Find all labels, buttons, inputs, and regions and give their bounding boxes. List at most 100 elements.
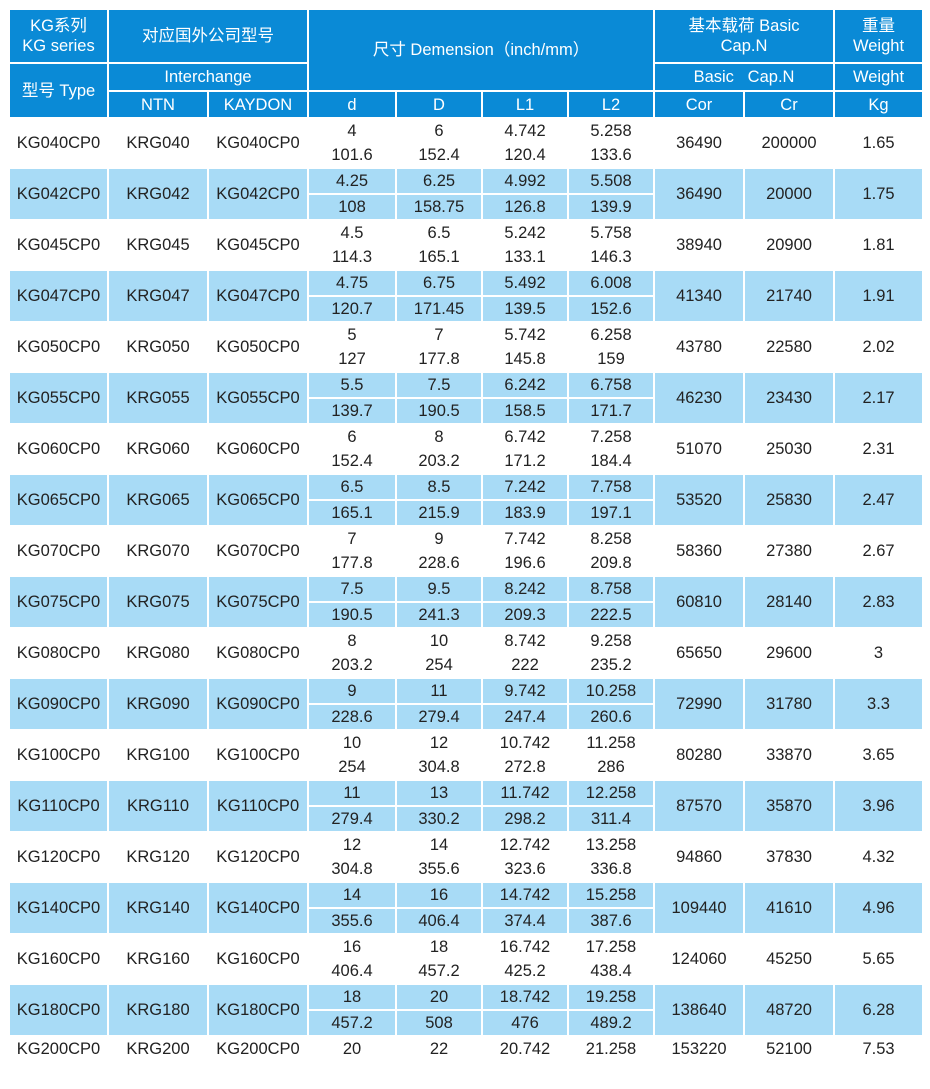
l2-mm-cell: 222.5 xyxy=(566,601,656,629)
table-header: KG系列 KG series 对应国外公司型号 尺寸 Demension（inch… xyxy=(8,8,925,119)
l2-inch-cell: 6.008 xyxy=(566,269,656,297)
table-row: KG075CP0 KRG075 KG075CP0 7.5 9.5 8.242 8.758 60… xyxy=(8,575,925,629)
header-cr: Cr xyxy=(743,90,836,119)
type-cell: KG075CP0 xyxy=(8,575,109,629)
l2-mm-cell: 171.7 xyxy=(566,397,656,425)
table-row-mm: 355.6 406.4 374.4 387.6 xyxy=(9,907,923,935)
l2-inch-cell: 5.508 xyxy=(566,167,656,195)
l1-inch-cell: 14.742 xyxy=(481,881,569,909)
d-inch-cell: 12 xyxy=(429,733,449,752)
cor-cell: 153220 xyxy=(671,1039,727,1058)
l2-mm-cell: 235.2 xyxy=(590,655,632,674)
header-dimension: 尺寸 Demension（inch/mm） xyxy=(306,8,656,92)
d-mm-cell: 177.8 xyxy=(418,349,460,368)
cor-cell: 41340 xyxy=(653,269,746,323)
header-type: 型号 Type xyxy=(8,62,109,119)
ntn-cell: KRG055 xyxy=(107,371,209,425)
ntn-cell: KRG160 xyxy=(126,949,190,968)
type-cell: KG140CP0 xyxy=(8,881,109,935)
kg-cell: 1.91 xyxy=(833,269,925,323)
l2-mm-cell: 311.4 xyxy=(566,805,656,833)
l1-inch-cell: 8.242 xyxy=(481,575,569,603)
ntn-cell: KRG110 xyxy=(107,779,209,833)
kaydon-cell: KG060CP0 xyxy=(216,439,300,458)
l2-inch-cell: 6.758 xyxy=(566,371,656,399)
l1-mm-cell: 247.4 xyxy=(481,703,569,731)
l1-inch-cell: 10.742 xyxy=(499,733,551,752)
d-inch-cell: 14 xyxy=(429,835,449,854)
d-inch-cell: 9.5 xyxy=(395,575,483,603)
header-foreign-models: 对应国外公司型号 xyxy=(107,8,309,64)
cr-cell: 200000 xyxy=(761,133,817,152)
type-cell: KG110CP0 xyxy=(8,779,109,833)
l1-mm-cell: 120.4 xyxy=(504,145,546,164)
cor-cell: 36490 xyxy=(653,167,746,221)
l2-inch-cell: 8.758 xyxy=(566,575,656,603)
table-row: KG065CP0 KRG065 KG065CP0 6.5 8.5 7.242 7.758 53… xyxy=(8,473,925,527)
cr-cell: 29600 xyxy=(766,643,812,662)
kaydon-cell: KG080CP0 xyxy=(216,643,300,662)
l1-mm-cell: 323.6 xyxy=(504,859,546,878)
cor-cell: 36490 xyxy=(676,133,722,152)
table-row-mm: 127 177.8 145.8 159 xyxy=(9,347,923,372)
l2-inch-cell: 13.258 xyxy=(585,835,637,854)
l1-inch-cell: 7.242 xyxy=(481,473,569,501)
table-row: KG070CP0 KRG070 KG070CP0 7 9 7.742 8.258 58360 2… xyxy=(9,526,923,560)
d-inch-cell: 11 xyxy=(395,677,483,705)
l2-mm-cell: 146.3 xyxy=(590,247,632,266)
kg-cell: 2.83 xyxy=(833,575,925,629)
l1-inch-cell: 4.742 xyxy=(504,121,546,140)
type-cell: KG120CP0 xyxy=(16,847,101,866)
d-inch-cell: 16 xyxy=(395,881,483,909)
cr-cell: 33870 xyxy=(766,745,812,764)
l2-inch-cell: 6.258 xyxy=(590,325,632,344)
kg-cell: 2.31 xyxy=(862,439,895,458)
d-mm-cell: 101.6 xyxy=(331,145,373,164)
d-mm-cell: 114.3 xyxy=(331,247,373,266)
l1-inch-cell: 6.242 xyxy=(481,371,569,399)
d-inch-cell: 4 xyxy=(347,121,357,140)
l2-mm-cell: 197.1 xyxy=(566,499,656,527)
cor-cell: 43780 xyxy=(676,337,722,356)
header-L2: L2 xyxy=(566,90,656,119)
table-row-mm: 152.4 203.2 171.2 184.4 xyxy=(9,449,923,474)
table-row-mm: 101.6 152.4 120.4 133.6 xyxy=(9,143,923,168)
l2-inch-cell: 5.758 xyxy=(590,223,632,242)
l1-inch-cell: 12.742 xyxy=(499,835,551,854)
cr-cell: 41610 xyxy=(743,881,836,935)
kaydon-cell: KG065CP0 xyxy=(207,473,309,527)
table-row: KG042CP0 KRG042 KG042CP0 4.25 6.25 4.992 5.508… xyxy=(8,167,925,221)
d-mm-cell: 254 xyxy=(338,757,366,776)
cor-cell: 94860 xyxy=(676,847,722,866)
d-inch-cell: 6.5 xyxy=(307,473,397,501)
table-row-mm: 177.8 228.6 196.6 209.8 xyxy=(9,551,923,576)
l1-inch-cell: 4.992 xyxy=(481,167,569,195)
table-row: KG180CP0 KRG180 KG180CP0 18 20 18.742 19.258 13… xyxy=(8,983,925,1037)
l2-inch-cell: 7.758 xyxy=(566,473,656,501)
l2-mm-cell: 286 xyxy=(597,757,625,776)
kaydon-cell: KG100CP0 xyxy=(216,745,300,764)
d-mm-cell: 171.45 xyxy=(395,295,483,323)
kg-cell: 1.81 xyxy=(862,235,895,254)
ntn-cell: KRG040 xyxy=(126,133,190,152)
ntn-cell: KRG047 xyxy=(107,269,209,323)
ntn-cell: KRG100 xyxy=(126,745,190,764)
cor-cell: 46230 xyxy=(653,371,746,425)
ntn-cell: KRG045 xyxy=(126,235,190,254)
d-inch-cell: 4.5 xyxy=(340,223,364,242)
ntn-cell: KRG200 xyxy=(126,1039,190,1058)
l1-mm-cell: 298.2 xyxy=(481,805,569,833)
ntn-cell: KRG070 xyxy=(126,541,190,560)
l1-mm-cell: 476 xyxy=(481,1009,569,1037)
l1-inch-cell: 5.492 xyxy=(481,269,569,297)
kaydon-cell: KG180CP0 xyxy=(207,983,309,1037)
kg-cell: 1.75 xyxy=(833,167,925,221)
header-series: KG系列 KG series xyxy=(8,8,109,64)
cor-cell: 38940 xyxy=(676,235,722,254)
table-row: KG060CP0 KRG060 KG060CP0 6 8 6.742 7.258 51070 2… xyxy=(9,424,923,458)
header-d: d xyxy=(307,90,397,119)
header-load: 基本载荷 Basic Cap.N xyxy=(653,8,836,64)
cor-cell: 109440 xyxy=(653,881,746,935)
header-D: D xyxy=(395,90,483,119)
l2-mm-cell: 184.4 xyxy=(590,451,632,470)
